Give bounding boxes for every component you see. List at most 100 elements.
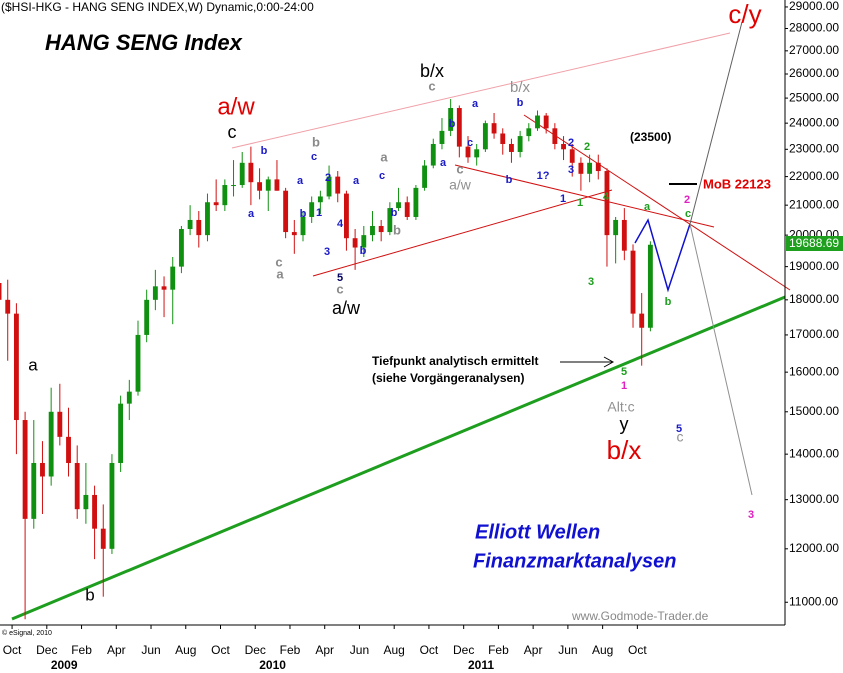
x-tick-label: Dec	[453, 643, 474, 657]
annotation: 2	[325, 172, 331, 184]
candle-body	[361, 235, 367, 248]
candle-body	[413, 187, 419, 217]
candle-body	[126, 391, 132, 404]
resistance-line	[523, 114, 791, 291]
candle-body	[300, 216, 306, 236]
candle-body	[31, 462, 37, 519]
candle-body	[83, 494, 89, 510]
candle-body	[22, 420, 28, 519]
candle-body	[552, 128, 558, 144]
annotation: a	[353, 175, 360, 187]
candle-body	[317, 196, 323, 203]
annotation: 3	[588, 276, 594, 288]
x-tick-label: Oct	[211, 643, 230, 657]
annotation: b	[261, 145, 268, 157]
annotation: 5	[621, 366, 627, 378]
last-price-label: 19688.69	[789, 236, 839, 250]
chart-title: ($HSI-HKG - HANG SENG INDEX,W) Dynamic,0…	[1, 0, 314, 14]
candle-body	[439, 130, 445, 144]
x-tick-label: Aug	[384, 643, 405, 657]
annotation: b	[393, 222, 401, 237]
candle-body	[448, 107, 454, 131]
annotation: a/w	[449, 177, 472, 193]
annotation: Finanzmarktanalysen	[473, 550, 676, 572]
candle-body	[422, 165, 428, 188]
annotation: 3	[324, 246, 330, 258]
candle-body	[535, 115, 540, 129]
annotation: c/y	[728, 0, 761, 29]
x-tick-label: Feb	[71, 643, 92, 657]
annotation: Elliott Wellen	[475, 521, 600, 543]
annotation: 2	[584, 141, 590, 153]
candle-body	[430, 143, 436, 166]
y-tick-label: 16000.00	[789, 364, 839, 378]
candle-body	[396, 202, 401, 209]
x-tick-label: Aug	[175, 643, 196, 657]
candle-body	[578, 162, 584, 174]
annotation: c	[311, 151, 317, 163]
annotation: (siehe Vorgängeranalysen)	[372, 371, 525, 385]
x-tick-label: Jun	[350, 643, 369, 657]
candle-body	[13, 313, 19, 421]
annotation: (23500)	[630, 130, 671, 144]
x-tick-label: Oct	[420, 643, 439, 657]
candle-body	[57, 411, 63, 437]
candle-body	[109, 462, 115, 549]
annotation: b	[517, 97, 524, 109]
y-tick-label: 12000.00	[789, 541, 839, 555]
annotation: 3	[748, 509, 754, 521]
y-tick-label: 11000.00	[789, 594, 838, 608]
annotation: a/w	[332, 298, 361, 318]
candle-body	[387, 208, 393, 233]
x-year-label: 2009	[51, 658, 78, 672]
x-tick-label: Aug	[592, 643, 613, 657]
candle-body	[144, 299, 150, 335]
annotation: b	[391, 207, 398, 219]
annotation: 1	[560, 193, 566, 205]
annotation: a	[28, 355, 38, 374]
candle-body	[491, 123, 497, 134]
candle-body	[326, 176, 332, 197]
x-tick-label: Feb	[280, 643, 301, 657]
annotation: Alt:c	[607, 399, 634, 415]
annotation: a	[440, 157, 447, 169]
y-tick-label: 15000.00	[789, 404, 839, 418]
annotation: 2	[568, 137, 574, 149]
candle-body	[161, 286, 167, 290]
candle-body	[404, 202, 410, 217]
candle-body	[378, 225, 384, 233]
annotation: Tiefpunkt analytisch ermittelt	[372, 354, 538, 368]
annotation: b	[665, 296, 672, 308]
annotation: c	[677, 429, 684, 445]
candle-body	[561, 143, 566, 150]
candle-body	[239, 162, 245, 186]
candle-body	[639, 313, 645, 328]
candle-body	[370, 225, 375, 236]
candle-body	[187, 219, 193, 230]
annotation: b/x	[510, 79, 531, 96]
candle-body	[482, 123, 488, 150]
y-tick-label: 18000.00	[789, 292, 839, 306]
candle-body	[5, 299, 11, 314]
annotation: a	[472, 98, 479, 110]
annotation: c	[685, 208, 691, 220]
x-tick-label: Jun	[558, 643, 577, 657]
x-tick-label: Feb	[488, 643, 509, 657]
candle-body	[474, 149, 480, 158]
y-tick-label: 13000.00	[789, 492, 839, 506]
candle-body	[170, 266, 176, 290]
annotation: b/x	[607, 435, 642, 465]
candle-body	[178, 229, 184, 267]
chart-subtitle: HANG SENG Index	[45, 30, 243, 55]
annotation: www.Godmode-Trader.de	[571, 609, 709, 623]
y-tick-label: 17000.00	[789, 327, 839, 341]
candle-body	[291, 232, 297, 236]
annotation: 3	[568, 164, 574, 176]
annotation: c	[336, 281, 343, 296]
annotation: c	[467, 137, 473, 149]
x-year-label: 2010	[259, 658, 286, 672]
candle-body	[283, 190, 289, 233]
annotation: 2	[684, 194, 690, 206]
candle-body	[213, 202, 219, 206]
annotation: a/w	[217, 93, 255, 120]
